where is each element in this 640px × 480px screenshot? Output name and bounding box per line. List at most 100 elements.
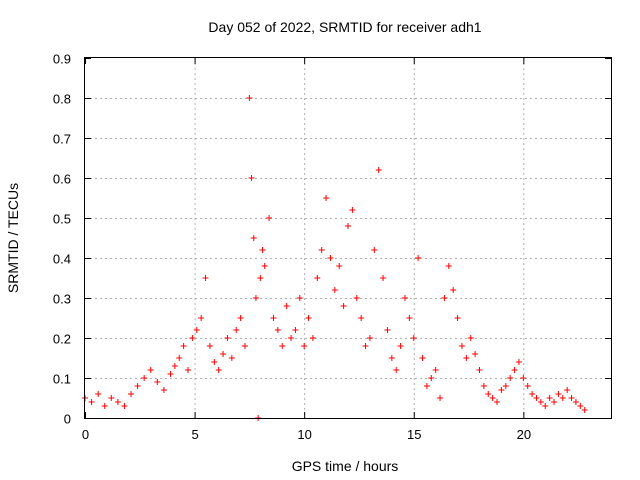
data-point (502, 383, 509, 389)
data-point (441, 295, 448, 301)
data-point (288, 335, 295, 341)
data-point (520, 375, 527, 381)
data-point (388, 355, 395, 361)
data-point (437, 395, 444, 401)
data-point (193, 327, 200, 333)
data-point (410, 335, 417, 341)
x-tick-label: 20 (517, 427, 531, 442)
data-point (185, 367, 192, 373)
x-tick-label: 10 (297, 427, 311, 442)
data-point (450, 287, 457, 293)
data-point (568, 395, 575, 401)
data-point (476, 367, 483, 373)
data-point (220, 351, 227, 357)
data-point (485, 391, 492, 397)
data-point (445, 263, 452, 269)
data-point (331, 287, 338, 293)
data-point (349, 207, 356, 213)
data-point (559, 395, 566, 401)
data-points (82, 95, 588, 421)
data-point (180, 343, 187, 349)
x-tick-label: 5 (191, 427, 198, 442)
x-tick-label: 0 (82, 427, 89, 442)
data-point (458, 343, 465, 349)
data-point (397, 343, 404, 349)
data-point (524, 383, 531, 389)
data-point (160, 387, 167, 393)
data-point (283, 303, 290, 309)
y-tick-label: 0.3 (53, 292, 71, 307)
data-point (406, 315, 413, 321)
data-point (463, 355, 470, 361)
data-point (515, 359, 522, 365)
data-point (215, 367, 222, 373)
data-point (494, 399, 501, 405)
data-point (480, 383, 487, 389)
x-axis-label: GPS time / hours (292, 458, 399, 474)
y-tick-label: 0.5 (53, 212, 71, 227)
data-point (362, 343, 369, 349)
y-axis-label: SRMTID / TECUs (5, 183, 21, 293)
data-point (432, 367, 439, 373)
data-point (154, 379, 161, 385)
data-point (292, 327, 299, 333)
data-point (88, 399, 95, 405)
data-point (108, 395, 115, 401)
data-point (134, 383, 141, 389)
data-point (309, 335, 316, 341)
x-tick-labels: 0 5 10 15 20 (82, 427, 531, 442)
data-point (128, 391, 135, 397)
data-point (202, 275, 209, 281)
data-point (428, 375, 435, 381)
data-point (340, 303, 347, 309)
y-tick-label: 0.9 (53, 52, 71, 67)
data-point (261, 263, 268, 269)
data-point (241, 343, 248, 349)
data-point (546, 395, 553, 401)
data-point (259, 247, 266, 253)
y-tick-label: 0.4 (53, 252, 71, 267)
data-point (167, 371, 174, 377)
data-point (572, 399, 579, 405)
chart-title: Day 052 of 2022, SRMTID for receiver adh… (208, 19, 481, 35)
data-point (296, 295, 303, 301)
data-point (419, 355, 426, 361)
data-point (511, 367, 518, 373)
data-point (327, 255, 334, 261)
data-point (401, 295, 408, 301)
data-point (270, 315, 277, 321)
data-point (498, 387, 505, 393)
data-point (171, 363, 178, 369)
y-tick-labels: 0 0.1 0.2 0.3 0.4 0.5 0.6 0.7 0.8 0.9 (53, 52, 71, 427)
grid-lines (85, 58, 611, 418)
y-tick-label: 0.8 (53, 92, 71, 107)
data-point (380, 275, 387, 281)
data-point (366, 335, 373, 341)
data-point (305, 315, 312, 321)
data-point (141, 375, 148, 381)
y-tick-label: 0.1 (53, 372, 71, 387)
data-point (266, 215, 273, 221)
data-point (233, 327, 240, 333)
data-point (279, 343, 286, 349)
y-tick-label: 0.7 (53, 132, 71, 147)
data-point (467, 335, 474, 341)
data-point (489, 395, 496, 401)
data-point (384, 327, 391, 333)
data-point (415, 255, 422, 261)
data-point (507, 375, 514, 381)
data-point (353, 295, 360, 301)
data-point (581, 407, 588, 413)
data-point (564, 387, 571, 393)
data-point (301, 343, 308, 349)
data-point (206, 343, 213, 349)
data-point (345, 223, 351, 229)
data-point (555, 391, 562, 397)
data-point (529, 391, 536, 397)
data-point (237, 315, 244, 321)
data-point (114, 399, 121, 405)
data-point (537, 399, 544, 405)
data-point (147, 367, 154, 373)
